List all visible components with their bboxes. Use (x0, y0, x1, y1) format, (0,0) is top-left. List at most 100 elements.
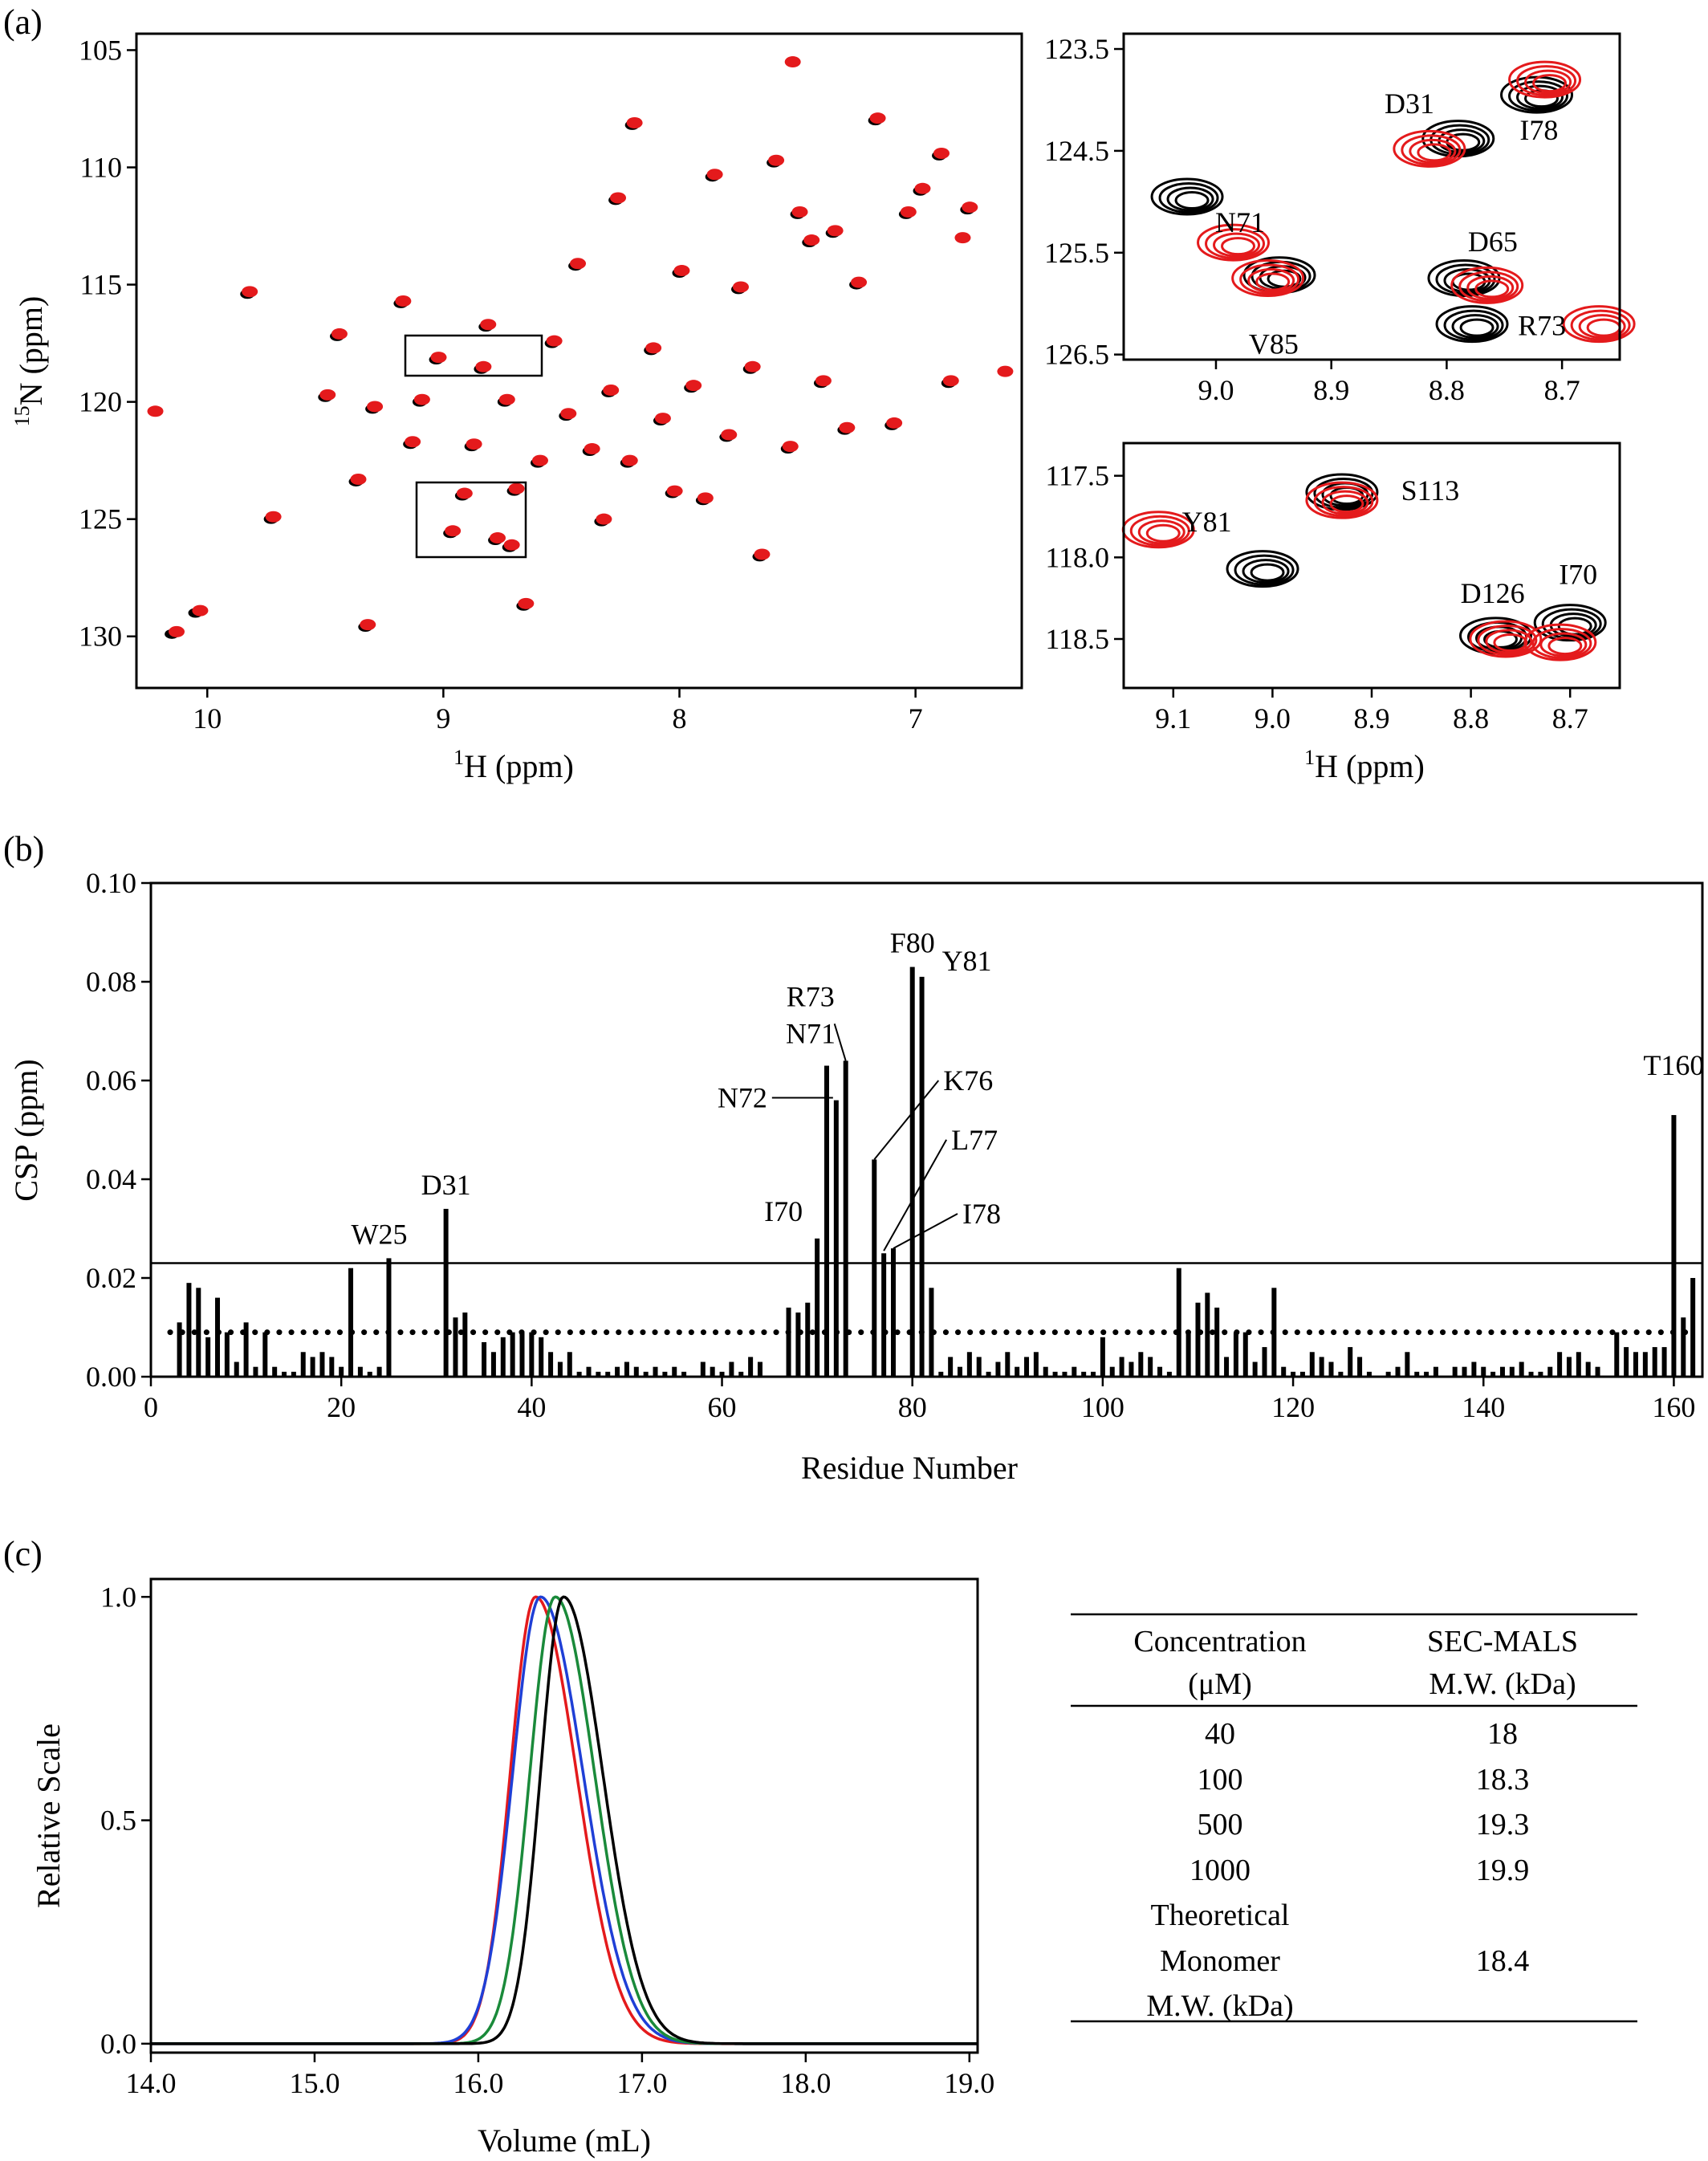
csp-bar (1547, 1367, 1552, 1377)
zoom1-peak-label: R73 (1518, 309, 1566, 341)
hsqc-peak (319, 389, 336, 401)
csp-bar (1662, 1347, 1667, 1377)
csp-bar (491, 1352, 496, 1377)
hsqc-peak (466, 438, 482, 450)
sec-ytick-label: 0.0 (100, 2028, 136, 2060)
csp-label-W25: W25 (351, 1218, 407, 1250)
csp-bar (1157, 1367, 1162, 1377)
csp-label-R73-leader (835, 1024, 846, 1060)
csp-bar (482, 1342, 486, 1377)
csp-bar (910, 967, 915, 1377)
csp-bar (1205, 1292, 1210, 1377)
csp-bar (748, 1357, 753, 1377)
csp-label-L77: L77 (951, 1124, 998, 1156)
csp-bar (1329, 1362, 1334, 1377)
csp-bar (1195, 1303, 1200, 1377)
hsqc-peak (350, 474, 366, 485)
hsqc-peak (733, 281, 749, 292)
table-row-4-mw: 19.9 (1476, 1854, 1530, 1887)
csp-bar (891, 1248, 896, 1377)
hsqc-main-xtick-label: 9 (436, 702, 450, 735)
hsqc-peak (943, 375, 959, 386)
csp-bar (548, 1352, 553, 1377)
contour-ring (1461, 319, 1493, 336)
zoom1-peaks: I78D31N71V85D65R73 (1152, 62, 1634, 360)
csp-bar (225, 1333, 230, 1377)
csp-bar (301, 1352, 306, 1377)
hsqc-peak (997, 366, 1013, 377)
panel-c-label: (c) (3, 1534, 43, 1573)
sec-xtick-label: 14.0 (126, 2067, 177, 2099)
csp-label-D31: D31 (421, 1169, 471, 1201)
hsqc-main-ytick-label: 120 (79, 386, 122, 418)
csp-bar (386, 1258, 391, 1377)
csp-bar (624, 1362, 629, 1377)
zoom2-ytick-label: 118.5 (1045, 623, 1109, 655)
contour-ring (1147, 525, 1179, 541)
hsqc-peak (603, 385, 619, 396)
csp-xtick-label: 80 (898, 1391, 927, 1423)
zoom2-xlabel-sup: 1 (1304, 746, 1315, 769)
table-row-4-conc: 1000 (1190, 1854, 1250, 1887)
hsqc-peak (480, 319, 496, 330)
csp-label-K76-leader (874, 1080, 938, 1159)
secmals-table: Concentration SEC-MALS (μM) M.W. (kDa) 4… (1071, 1614, 1637, 2023)
figure: (a) (b) (c) 10 9 8 7105110115120125130 1H (… (0, 0, 1708, 2161)
csp-bar (319, 1352, 324, 1377)
csp-bar (920, 977, 925, 1377)
sec-ticks: 14.0 15.0 16.0 17.0 18.0 19.0 0.0 0.5 1.0 (100, 1581, 994, 2099)
hsqc-peak (504, 539, 520, 551)
table-row-3-mw: 19.3 (1476, 1808, 1530, 1842)
zoom2-xtick-label: 9.0 (1255, 702, 1291, 735)
csp-bar (1262, 1347, 1267, 1377)
csp-bar (977, 1357, 982, 1377)
table-header-concentration: Concentration (1133, 1625, 1306, 1658)
sec-plot: 14.0 15.0 16.0 17.0 18.0 19.0 0.0 0.5 1.0 Volume… (31, 1579, 994, 2159)
csp-bar (1110, 1367, 1115, 1377)
table-row-3-conc: 500 (1198, 1808, 1243, 1842)
csp-bar (1405, 1352, 1409, 1377)
hsqc-main-ylabel-text: N (ppm) (13, 296, 49, 406)
hsqc-peak (509, 483, 525, 494)
zoom2-peak-label: Y81 (1182, 506, 1232, 538)
zoom2-peaks: S113Y81D126I70 (1123, 474, 1605, 660)
csp-bar (1614, 1333, 1619, 1377)
csp-label-N72: N72 (718, 1082, 767, 1114)
table-header-unit-kda: M.W. (kDa) (1429, 1667, 1576, 1701)
csp-bar (729, 1362, 734, 1377)
csp-bar (1005, 1352, 1010, 1377)
csp-bar (1643, 1352, 1648, 1377)
zoom2-ytick-label: 117.5 (1045, 460, 1109, 492)
zoom1-peak-label: N71 (1215, 206, 1265, 238)
csp-bar (634, 1367, 639, 1377)
csp-ylabel: CSP (ppm) (8, 1059, 44, 1201)
hsqc-peak (783, 441, 799, 452)
contour-ring (1588, 319, 1620, 336)
hsqc-peak (610, 192, 626, 203)
csp-bar (1471, 1362, 1476, 1377)
table-header-unit-um: (μM) (1188, 1667, 1251, 1701)
sec-xtick-label: 17.0 (616, 2067, 667, 2099)
hsqc-peak (405, 436, 421, 447)
csp-bars (177, 967, 1696, 1377)
hsqc-peak (560, 408, 576, 419)
zoom1-peak-label: I78 (1519, 114, 1558, 146)
csp-bar (615, 1367, 620, 1377)
csp-bar (1253, 1362, 1258, 1377)
csp-bar (453, 1317, 458, 1377)
csp-bar (529, 1333, 534, 1377)
csp-bar (1434, 1367, 1438, 1377)
hsqc-peak (901, 206, 917, 218)
hsqc-peak (828, 225, 844, 236)
csp-bar (1281, 1367, 1286, 1377)
hsqc-peak (685, 380, 702, 391)
csp-label-I78: I78 (962, 1198, 1001, 1230)
csp-bar (872, 1159, 876, 1377)
hsqc-peak (673, 265, 689, 276)
csp-bar (1653, 1347, 1657, 1377)
hsqc-main-ytick-label: 125 (79, 503, 122, 535)
table-row-2-mw: 18.3 (1476, 1763, 1530, 1797)
csp-bar (358, 1367, 363, 1377)
csp-label-N71: N71 (786, 1018, 836, 1050)
csp-bar (1633, 1352, 1638, 1377)
